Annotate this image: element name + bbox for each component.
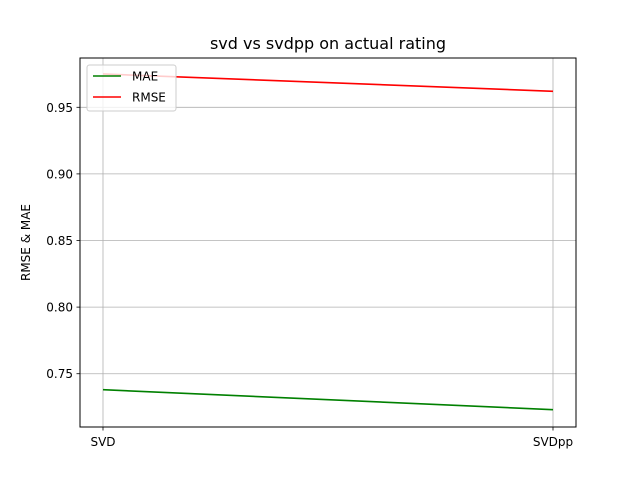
y-axis-label: RMSE & MAE bbox=[19, 204, 33, 281]
series-line-mae bbox=[102, 388, 554, 411]
legend: MAE RMSE bbox=[86, 64, 177, 112]
y-tick-label: 0.90 bbox=[46, 167, 73, 181]
y-tick-label: 0.80 bbox=[46, 301, 73, 315]
chart-title: svd vs svdpp on actual rating bbox=[210, 34, 446, 53]
series-lines bbox=[102, 73, 554, 411]
grid-lines bbox=[80, 58, 576, 427]
legend-label-mae: MAE bbox=[132, 70, 158, 84]
x-axis-ticks: SVD SVDpp bbox=[90, 427, 573, 449]
series-line-rmse bbox=[102, 73, 554, 93]
plot-area-frame bbox=[79, 57, 577, 428]
legend-label-rmse: RMSE bbox=[132, 91, 166, 105]
y-axis-ticks: 0.75 0.80 0.85 0.90 0.95 bbox=[46, 101, 80, 381]
x-tick-label: SVD bbox=[90, 435, 115, 449]
y-tick-label: 0.75 bbox=[46, 367, 73, 381]
x-tick-label: SVDpp bbox=[533, 435, 573, 449]
y-tick-label: 0.95 bbox=[46, 101, 73, 115]
y-tick-label: 0.85 bbox=[46, 234, 73, 248]
